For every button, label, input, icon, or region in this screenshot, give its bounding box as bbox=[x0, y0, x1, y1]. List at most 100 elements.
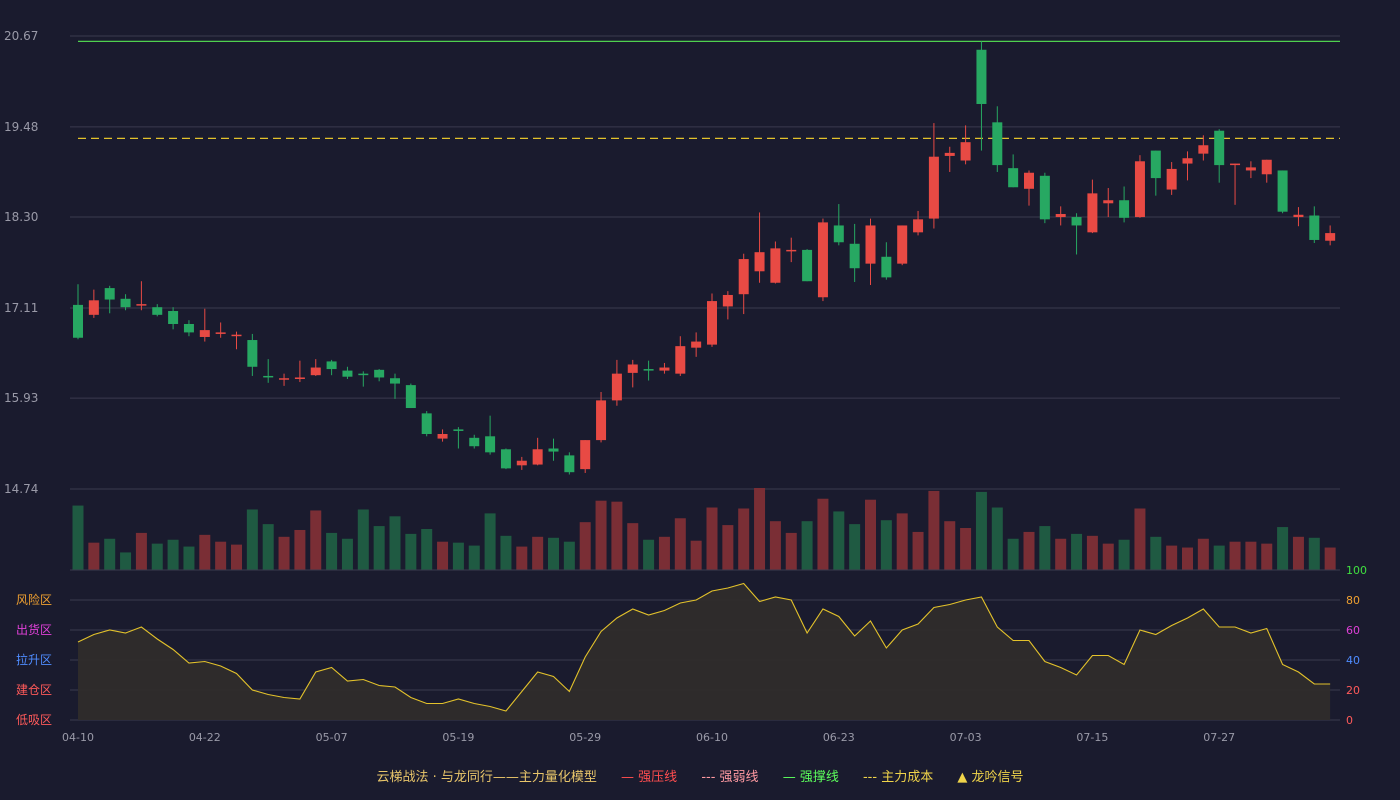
volume-bar bbox=[548, 537, 559, 570]
candle-body bbox=[817, 222, 828, 298]
volume-bar bbox=[674, 518, 686, 570]
candle-body bbox=[152, 307, 163, 315]
volume-bar bbox=[1261, 543, 1273, 570]
oscillator-tick-label: 60 bbox=[1346, 624, 1360, 637]
oscillator-tick-label: 100 bbox=[1346, 564, 1367, 577]
volume-bar bbox=[532, 536, 544, 570]
volume-bar bbox=[199, 534, 211, 570]
volume-bar bbox=[389, 516, 401, 570]
legend-item-strength-line[interactable]: --- 强弱线 bbox=[701, 770, 758, 785]
candle-body bbox=[1150, 150, 1161, 179]
candle-body bbox=[1325, 233, 1336, 241]
candle-body bbox=[960, 142, 971, 161]
price-tick-label: 15.93 bbox=[4, 391, 38, 405]
candle-body bbox=[405, 385, 416, 409]
candle-body bbox=[786, 249, 797, 252]
volume-bar bbox=[1245, 541, 1257, 570]
candle-body bbox=[707, 301, 717, 345]
candle-body bbox=[1134, 161, 1145, 218]
volume-bar bbox=[643, 539, 655, 570]
candle-body bbox=[833, 225, 844, 243]
volume-bar bbox=[1102, 543, 1114, 570]
volume-bar bbox=[1166, 545, 1178, 570]
candle-body bbox=[1055, 213, 1066, 218]
volume-bar bbox=[1213, 545, 1225, 570]
oscillator-tick-label: 20 bbox=[1346, 684, 1360, 697]
candle-body bbox=[104, 288, 115, 300]
volume-bar bbox=[120, 552, 132, 570]
candle-body bbox=[310, 367, 321, 376]
legend-item-main-cost[interactable]: --- 主力成本 bbox=[863, 770, 933, 785]
candle-body bbox=[1039, 175, 1050, 220]
candle-body bbox=[73, 304, 83, 338]
volume-bar bbox=[1134, 508, 1146, 570]
legend-item-dragon-signal[interactable]: ▲ 龙吟信号 bbox=[957, 770, 1023, 785]
candle-body bbox=[913, 219, 924, 233]
candle-body bbox=[199, 330, 210, 337]
volume-bar bbox=[722, 525, 734, 570]
candle-body bbox=[548, 448, 559, 452]
volume-bar bbox=[167, 539, 179, 570]
volume-bar bbox=[944, 521, 956, 570]
candle-body bbox=[770, 248, 781, 283]
volume-bar bbox=[262, 524, 274, 570]
volume-bar bbox=[1086, 535, 1098, 570]
candle-body bbox=[183, 323, 194, 333]
volume-bar bbox=[135, 532, 147, 570]
candle-body bbox=[865, 225, 876, 264]
candle-body bbox=[754, 252, 765, 272]
volume-bar bbox=[975, 491, 987, 570]
legend-item-strong-support[interactable]: — 强撑线 bbox=[783, 770, 839, 785]
zone-label: 出货区 bbox=[16, 622, 52, 637]
candle-body bbox=[928, 156, 939, 219]
candle-body bbox=[659, 367, 670, 371]
candle-body bbox=[1309, 215, 1320, 240]
volume-bar bbox=[421, 529, 433, 570]
legend-label: 强压线 bbox=[638, 770, 678, 785]
oscillator-area bbox=[78, 583, 1331, 720]
volume-bar bbox=[104, 538, 116, 570]
price-tick-label: 18.30 bbox=[4, 210, 38, 224]
candle-body bbox=[263, 375, 274, 378]
price-tick-label: 20.67 bbox=[4, 29, 38, 43]
candle-body bbox=[611, 373, 622, 401]
candle-body bbox=[294, 377, 305, 379]
volume-bar bbox=[754, 488, 766, 570]
date-tick-label: 07-15 bbox=[1076, 731, 1108, 744]
volume-bar bbox=[1023, 531, 1035, 570]
volume-bar bbox=[658, 536, 670, 570]
candle-body bbox=[279, 378, 290, 380]
volume-bar bbox=[595, 500, 607, 570]
candle-body bbox=[500, 449, 511, 469]
candle-body bbox=[643, 369, 654, 371]
candle-body bbox=[627, 364, 638, 373]
date-tick-label: 07-27 bbox=[1203, 731, 1235, 744]
volume-bar bbox=[1197, 538, 1209, 570]
candle-body bbox=[453, 429, 464, 431]
legend-symbol: --- bbox=[701, 770, 716, 785]
volume-bar bbox=[405, 533, 417, 570]
volume-bar bbox=[1292, 536, 1304, 570]
candle-body bbox=[485, 436, 496, 453]
candle-body bbox=[1087, 193, 1098, 233]
volume-bar bbox=[960, 528, 972, 570]
candle-body bbox=[1261, 159, 1272, 175]
candle-body bbox=[469, 437, 480, 447]
chart-legend: 云梯战法 · 与龙同行——主力量化模型 — 强压线 --- 强弱线 — 强撑线 … bbox=[0, 766, 1400, 785]
legend-item-strong-resistance[interactable]: — 强压线 bbox=[621, 770, 677, 785]
volume-bar bbox=[880, 520, 892, 570]
volume-bar bbox=[738, 508, 750, 570]
candle-body bbox=[1008, 168, 1019, 188]
candle-body bbox=[247, 340, 258, 367]
volume-bar bbox=[563, 541, 575, 570]
volume-bar bbox=[246, 509, 258, 570]
volume-bar bbox=[991, 507, 1003, 570]
legend-title: 云梯战法 · 与龙同行——主力量化模型 bbox=[376, 770, 597, 785]
candle-body bbox=[596, 400, 607, 441]
candle-body bbox=[231, 334, 242, 337]
date-tick-label: 06-23 bbox=[823, 731, 855, 744]
candle-body bbox=[390, 378, 400, 384]
candle-body bbox=[421, 413, 432, 434]
candle-body bbox=[564, 455, 575, 473]
